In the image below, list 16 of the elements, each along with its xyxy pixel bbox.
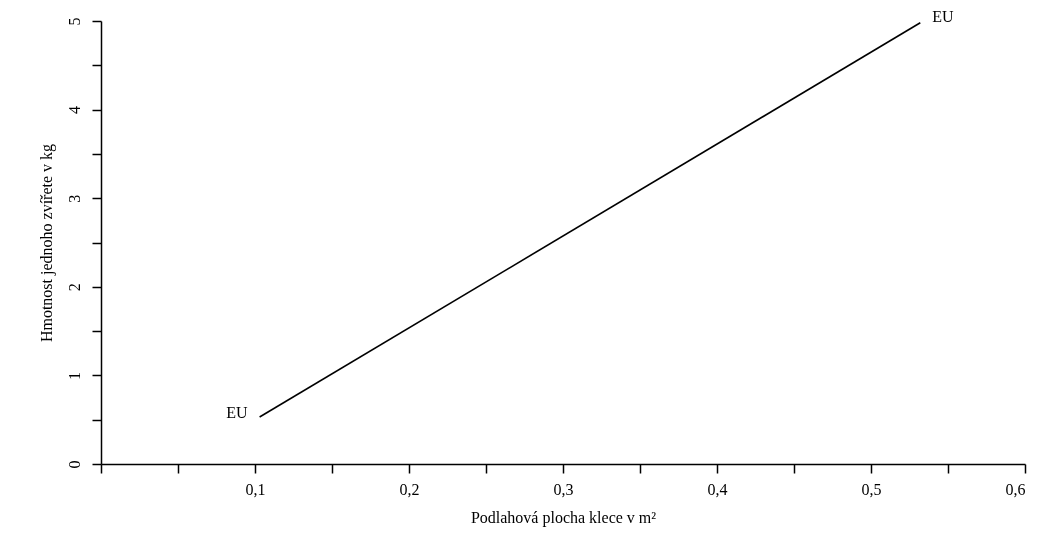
- x-axis-title: Podlahová plocha klece v m²: [470, 508, 657, 527]
- y-tick-label: 4: [65, 106, 83, 115]
- y-tick-label: 2: [65, 283, 83, 292]
- y-tick-label: 1: [65, 371, 83, 380]
- y-tick-label: 3: [65, 194, 83, 203]
- x-tick-label: 0,2: [399, 480, 420, 498]
- x-tick-label: 0,3: [553, 480, 574, 498]
- x-tick-label: 0,1: [245, 480, 266, 498]
- y-tick-label: 0: [65, 460, 83, 469]
- y-axis-title: Hmotnost jednoho zvířete v kg: [37, 143, 56, 343]
- x-tick-label: 0,5: [861, 480, 882, 498]
- x-tick-label: 0,4: [707, 480, 728, 498]
- x-tick-label: 0,6: [1005, 480, 1026, 498]
- annotation: EU: [932, 7, 955, 25]
- annotation: EU: [226, 404, 249, 422]
- y-tick-label: 5: [65, 17, 83, 26]
